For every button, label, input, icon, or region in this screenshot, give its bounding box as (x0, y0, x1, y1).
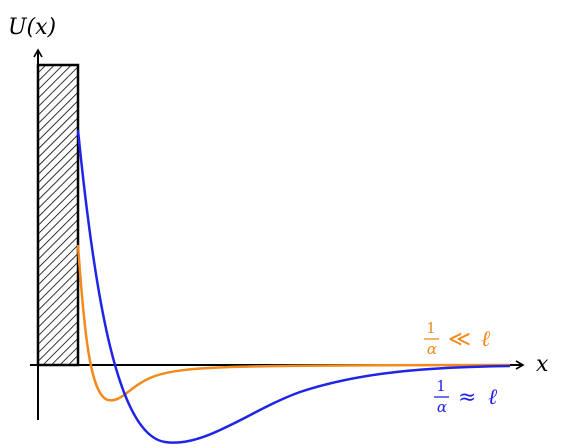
orange-curve (76, 244, 511, 402)
orange-label-numerator: 1 (426, 319, 436, 337)
blue-label-numerator: 1 (436, 377, 446, 395)
x-axis-label: x (536, 352, 549, 377)
y-axis-label: U(x) (8, 15, 56, 40)
blue-label-ell: ℓ (488, 385, 498, 410)
orange-label-ell: ℓ (481, 327, 491, 352)
orange-label-denominator: α (427, 340, 437, 358)
orange-curve-label: 1 α ≪ ℓ (424, 319, 491, 358)
hard-wall (36, 63, 80, 367)
orange-label-relation: ≪ (448, 327, 471, 352)
blue-curve-label: 1 α ≈ ℓ (434, 377, 498, 416)
blue-label-relation: ≈ (458, 385, 476, 410)
blue-label-denominator: α (437, 398, 447, 416)
blue-curve (76, 129, 511, 444)
